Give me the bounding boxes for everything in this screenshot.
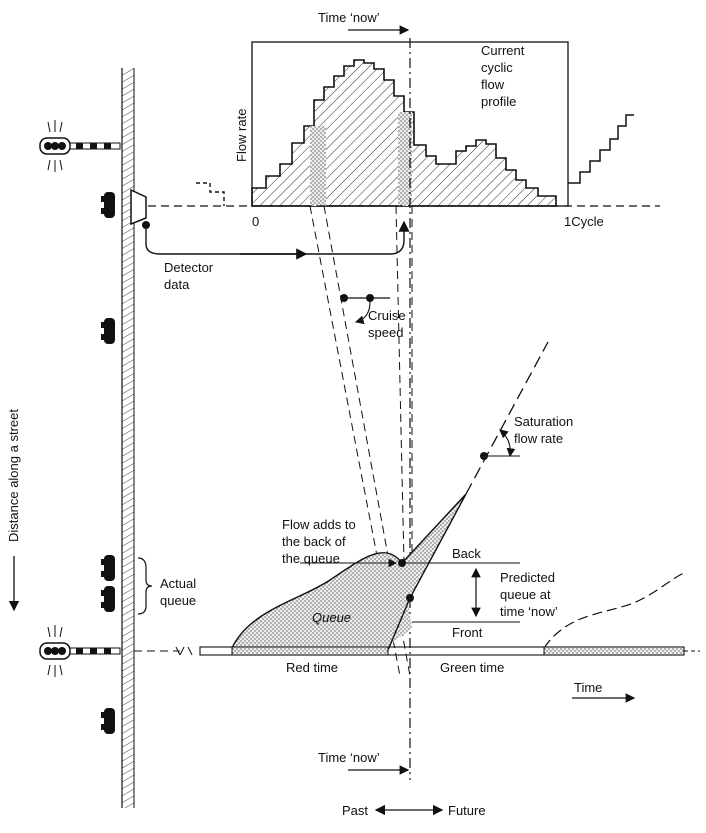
traffic-signal-stopline-icon xyxy=(39,625,121,677)
distance-axis-label: Distance along a street xyxy=(6,409,21,542)
car-icon xyxy=(101,318,115,344)
street-wall xyxy=(121,68,135,808)
detector-icon xyxy=(130,188,150,229)
front-label: Front xyxy=(452,625,483,640)
car-icon xyxy=(101,708,115,734)
detector-data-label: Detector data xyxy=(164,260,217,292)
future-label: Future xyxy=(448,803,486,818)
axis-cycle-label: 1Cycle xyxy=(564,214,604,229)
car-icon xyxy=(101,192,115,218)
queue-label: Queue xyxy=(312,610,351,625)
past-label: Past xyxy=(342,803,368,818)
flow-adds-label: Flow adds to the back of the queue xyxy=(282,517,359,566)
detector-data-arrow xyxy=(145,220,410,255)
queue-back-point xyxy=(398,559,406,567)
cruise-projection-lines xyxy=(309,205,413,677)
signal-timeline xyxy=(134,646,700,656)
queue-region xyxy=(232,552,412,648)
saturation-marker xyxy=(480,429,520,460)
current-profile-label: Current cyclic flow profile xyxy=(481,43,528,109)
red-time-label: Red time xyxy=(286,660,338,675)
car-icon xyxy=(101,586,115,612)
back-label: Back xyxy=(452,546,481,561)
queue-front-point xyxy=(406,594,414,602)
saturation-label: Saturation flow rate xyxy=(514,414,577,446)
green-time-label: Green time xyxy=(440,660,504,675)
flow-profile-panel xyxy=(148,41,660,207)
actual-queue-label: Actual queue xyxy=(160,576,200,608)
car-icon xyxy=(101,555,115,581)
time-now-top-label: Time ‘now’ xyxy=(318,10,380,25)
time-now-bottom-label: Time ‘now’ xyxy=(318,750,380,765)
axis-zero-label: 0 xyxy=(252,214,259,229)
traffic-signal-upstream-icon xyxy=(39,120,121,172)
next-cycle-curve xyxy=(543,571,687,649)
cruise-speed-label: Cruise speed xyxy=(368,308,409,340)
predicted-queue-label: Predicted queue at time ‘now’ xyxy=(500,570,559,619)
saturation-line xyxy=(465,341,549,495)
flow-rate-axis-label: Flow rate xyxy=(234,109,249,162)
time-axis-label: Time xyxy=(574,680,602,695)
queue-back-curve xyxy=(231,552,403,649)
queue-front-line xyxy=(387,493,467,651)
actual-queue-brace xyxy=(137,557,153,615)
cruise-speed-marker xyxy=(340,294,390,325)
